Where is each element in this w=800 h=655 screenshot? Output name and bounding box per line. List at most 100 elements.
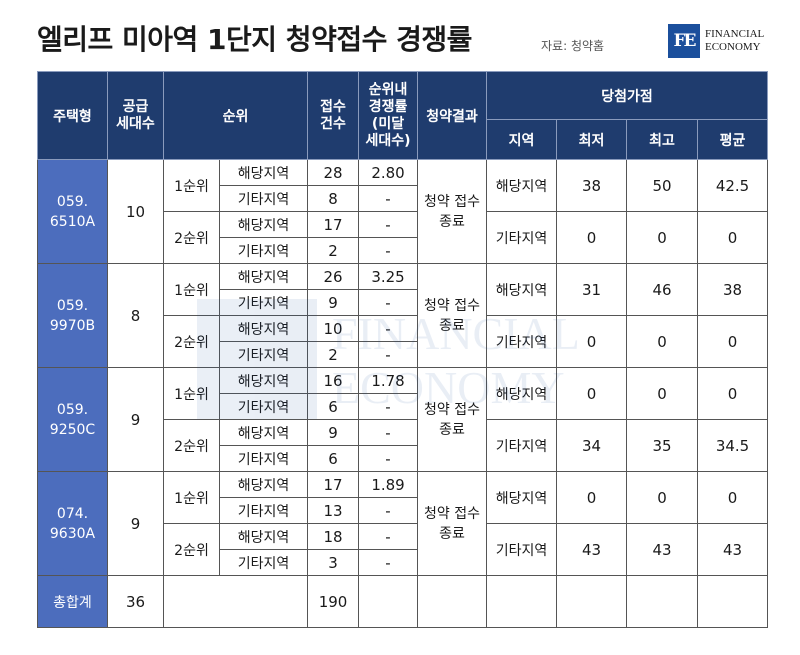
score-min-cell: 34 — [556, 419, 628, 472]
rate-cell: - — [358, 211, 419, 238]
rate-cell: - — [358, 315, 419, 342]
score-max-cell: 46 — [626, 263, 699, 316]
result-cell: 청약 접수 종료 — [417, 159, 488, 264]
supply-cell: 9 — [107, 471, 164, 576]
applicants-cell: 28 — [307, 159, 360, 186]
logo-line-2: ECONOMY — [705, 41, 761, 53]
col-header-price-group: 당첨가점 — [486, 71, 769, 120]
total-row: 총합계 36 190 — [37, 575, 769, 628]
score-avg-cell: 0 — [697, 471, 769, 524]
col-header-rank: 순위 — [162, 71, 309, 160]
col-header-avg: 평균 — [697, 119, 769, 160]
table-row: 기타지역 3- — [38, 549, 768, 576]
applicants-cell: 17 — [307, 471, 360, 498]
region-cell: 기타지역 — [218, 393, 309, 420]
score-min-cell: 0 — [556, 367, 628, 420]
region-cell: 기타지역 — [218, 549, 309, 576]
table-row: 기타지역 6- — [38, 393, 768, 420]
rate-cell: - — [358, 341, 419, 368]
rank-label-cell: 1순위 — [163, 159, 220, 212]
col-header-competition: 순위내 경쟁률 (미달 세대수) — [358, 71, 419, 160]
rate-cell: - — [358, 237, 419, 264]
score-region-cell: 해당지역 — [486, 263, 558, 316]
table-row: 059. 6510A 10 1순위 해당지역 28 2.80 청약 접수 종료 해당지역 38 5… — [37, 159, 769, 264]
region-cell: 기타지역 — [218, 289, 309, 316]
result-cell: 청약 접수 종료 — [417, 367, 488, 472]
score-avg-cell: 34.5 — [697, 419, 769, 472]
table-row: 074. 9630A 9 1순위 해당지역 17 1.89 청약 접수 종료 해당지역 0 0 0 — [37, 471, 769, 576]
col-header-max: 최고 — [626, 119, 699, 160]
table-row: 059. 9970B 8 1순위 해당지역 26 3.25 청약 접수 종료 해당지역 31 46… — [37, 263, 769, 368]
score-min-cell: 0 — [556, 471, 628, 524]
score-max-cell: 0 — [626, 211, 699, 264]
house-type-cell: 059. 9970B — [37, 263, 108, 368]
region-cell: 기타지역 — [218, 185, 309, 212]
score-avg-cell: 42.5 — [697, 159, 769, 212]
total-label-cell: 총합계 — [37, 575, 108, 628]
region-cell: 기타지역 — [218, 445, 309, 472]
rate-cell: - — [358, 289, 419, 316]
total-supply-cell: 36 — [107, 575, 164, 628]
rank-label-cell: 2순위 — [163, 523, 220, 576]
rate-cell: 2.80 — [358, 159, 419, 186]
score-region-cell: 기타지역 — [486, 211, 558, 264]
score-region-cell: 기타지역 — [486, 315, 558, 368]
applicants-cell: 2 — [307, 341, 360, 368]
score-region-cell: 해당지역 — [486, 367, 558, 420]
table-row: 기타지역 9- — [38, 289, 768, 316]
region-cell: 해당지역 — [218, 419, 309, 446]
col-header-supply: 공급 세대수 — [107, 71, 164, 160]
col-header-result: 청약결과 — [417, 71, 488, 160]
total-empty-cell — [162, 575, 309, 628]
rate-cell: - — [358, 419, 419, 446]
applicants-cell: 6 — [307, 393, 360, 420]
page-title: 엘리프 미아역 1단지 청약접수 경쟁률 — [37, 23, 472, 56]
region-cell: 해당지역 — [218, 263, 309, 290]
financial-economy-logo: FE FINANCIAL ECONOMY — [668, 24, 768, 58]
rate-cell: - — [358, 549, 419, 576]
region-cell: 기타지역 — [218, 341, 309, 368]
total-applicants-cell: 190 — [307, 575, 360, 628]
total-empty-cell — [556, 575, 628, 628]
table-row: 기타지역 8- — [38, 185, 768, 212]
region-cell: 해당지역 — [218, 471, 309, 498]
house-type-cell: 059. 9250C — [37, 367, 108, 472]
applicants-cell: 8 — [307, 185, 360, 212]
rate-cell: - — [358, 497, 419, 524]
applicants-cell: 9 — [307, 289, 360, 316]
total-empty-cell — [417, 575, 488, 628]
region-cell: 해당지역 — [218, 523, 309, 550]
region-cell: 해당지역 — [218, 315, 309, 342]
table-row: 059. 9250C 9 1순위 해당지역 16 1.78 청약 접수 종료 해당지역 0 0 0 — [37, 367, 769, 472]
rank-label-cell: 1순위 — [163, 367, 220, 420]
result-cell: 청약 접수 종료 — [417, 263, 488, 368]
region-cell: 해당지역 — [218, 159, 309, 186]
total-empty-cell — [697, 575, 769, 628]
score-min-cell: 0 — [556, 211, 628, 264]
supply-cell: 9 — [107, 367, 164, 472]
table-row: 기타지역 2- — [38, 237, 768, 264]
competition-table: 주택형 공급 세대수 순위 접수 건수 순위내 경쟁률 (미달 세대수) 청약결… — [37, 71, 769, 628]
rank-label-cell: 1순위 — [163, 263, 220, 316]
score-region-cell: 기타지역 — [486, 523, 558, 576]
rank-label-cell: 2순위 — [163, 419, 220, 472]
logo-text: FINANCIAL ECONOMY — [705, 28, 764, 54]
region-cell: 기타지역 — [218, 497, 309, 524]
table-row: 2순위 해당지역 9- 기타지역 34 35 34.5 — [38, 419, 769, 472]
table-row: 2순위 해당지역 10- 기타지역 0 0 0 — [38, 315, 769, 368]
score-avg-cell: 0 — [697, 211, 769, 264]
total-empty-cell — [358, 575, 419, 628]
score-max-cell: 0 — [626, 315, 699, 368]
rate-cell: - — [358, 445, 419, 472]
rate-cell: - — [358, 523, 419, 550]
col-header-region: 지역 — [486, 119, 558, 160]
applicants-cell: 26 — [307, 263, 360, 290]
logo-mark-icon: FE — [668, 24, 700, 58]
table-row: 기타지역 6- — [38, 445, 768, 472]
rate-cell: 1.89 — [358, 471, 419, 498]
score-avg-cell: 38 — [697, 263, 769, 316]
score-region-cell: 기타지역 — [486, 419, 558, 472]
rate-cell: 1.78 — [358, 367, 419, 394]
table-row: 기타지역 2- — [38, 341, 768, 368]
region-cell: 기타지역 — [218, 237, 309, 264]
